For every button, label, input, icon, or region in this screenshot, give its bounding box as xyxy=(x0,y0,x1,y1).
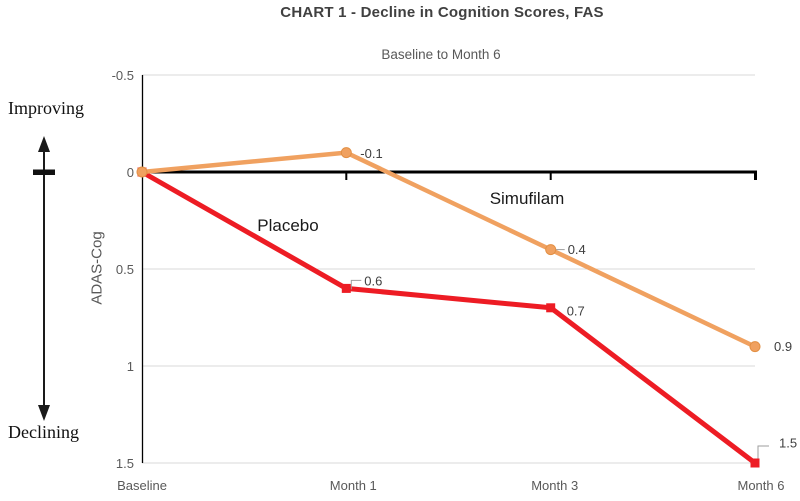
simufilam-marker xyxy=(545,244,557,256)
zero-reference-dash xyxy=(33,169,55,175)
placebo-marker xyxy=(750,458,760,468)
chart-title: CHART 1 - Decline in Cognition Scores, F… xyxy=(280,4,604,21)
simufilam-series-label: Simufilam xyxy=(489,189,565,208)
data-point-label: 0.6 xyxy=(364,273,382,288)
y-tick-label: 1 xyxy=(127,359,134,374)
y-tick-label: 1.5 xyxy=(116,456,134,471)
chart-subtitle: Baseline to Month 6 xyxy=(381,47,501,62)
y-tick-label: 0.5 xyxy=(116,262,134,277)
simufilam-marker xyxy=(340,147,352,159)
data-label-leader xyxy=(350,279,362,290)
y-tick-label: -0.5 xyxy=(112,68,134,83)
x-axis-label: Month 3 xyxy=(531,478,578,493)
arrow-down-head-icon xyxy=(38,405,50,421)
placebo-marker xyxy=(546,303,556,313)
x-axis-label: Month 6 xyxy=(738,478,785,493)
simufilam-marker xyxy=(749,341,761,353)
data-point-label: 0.7 xyxy=(567,303,585,318)
arrow-up-head-icon xyxy=(38,136,50,152)
data-point-label: 0.9 xyxy=(774,339,792,354)
x-axis-label: Month 1 xyxy=(330,478,377,493)
x-axis-label: Baseline xyxy=(117,478,167,493)
plot-area: 0.6 0.7 1.5 -0.1 0.4 0.9 Baseline Month 1 Month … xyxy=(112,68,797,493)
placebo-marker xyxy=(341,283,351,293)
simufilam-line xyxy=(139,150,758,349)
declining-annotation: Declining xyxy=(8,422,79,442)
data-point-label: -0.1 xyxy=(360,146,382,161)
placebo-series-label: Placebo xyxy=(257,216,319,235)
data-point-label: 0.4 xyxy=(568,242,586,257)
data-label-leader xyxy=(757,445,769,461)
data-point-label: 1.5 xyxy=(779,436,797,451)
placebo-line xyxy=(139,169,758,466)
improving-declining-arrow xyxy=(33,136,55,421)
improving-annotation: Improving xyxy=(8,98,84,118)
simufilam-marker xyxy=(136,166,148,178)
y-tick-label: 0 xyxy=(127,165,134,180)
